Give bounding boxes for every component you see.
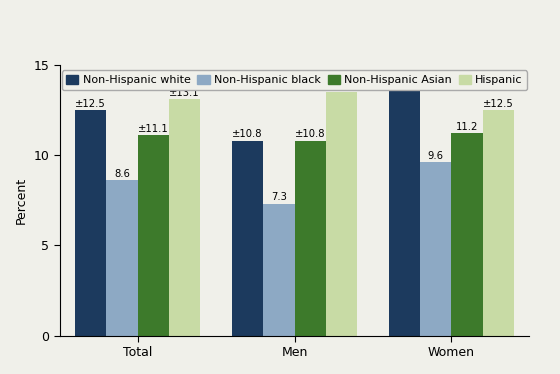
Bar bbox=[451, 134, 483, 335]
Text: ±12.5: ±12.5 bbox=[483, 99, 514, 108]
Bar bbox=[326, 92, 357, 335]
Text: ±10.8: ±10.8 bbox=[232, 129, 263, 139]
Text: ±13.1: ±13.1 bbox=[169, 88, 200, 98]
Bar bbox=[389, 86, 420, 335]
Text: 7.3: 7.3 bbox=[271, 192, 287, 202]
Bar bbox=[483, 110, 514, 335]
Text: ±13.5: ±13.5 bbox=[326, 80, 357, 91]
Bar bbox=[138, 135, 169, 335]
Text: ±11.1: ±11.1 bbox=[138, 124, 169, 134]
Text: 8.6: 8.6 bbox=[114, 169, 130, 179]
Bar bbox=[420, 162, 451, 335]
Bar bbox=[263, 204, 295, 335]
Bar bbox=[75, 110, 106, 335]
Text: 9.6: 9.6 bbox=[428, 151, 444, 161]
Bar bbox=[295, 141, 326, 335]
Bar bbox=[169, 99, 200, 335]
Y-axis label: Percent: Percent bbox=[15, 177, 28, 224]
Legend: Non-Hispanic white, Non-Hispanic black, Non-Hispanic Asian, Hispanic: Non-Hispanic white, Non-Hispanic black, … bbox=[62, 70, 528, 90]
Text: ±12.5: ±12.5 bbox=[75, 99, 106, 108]
Text: ±10.8: ±10.8 bbox=[295, 129, 325, 139]
Bar bbox=[232, 141, 263, 335]
Text: 11.2: 11.2 bbox=[456, 122, 478, 132]
Text: ¹²13.8: ¹²13.8 bbox=[389, 75, 419, 85]
Bar bbox=[106, 180, 138, 335]
